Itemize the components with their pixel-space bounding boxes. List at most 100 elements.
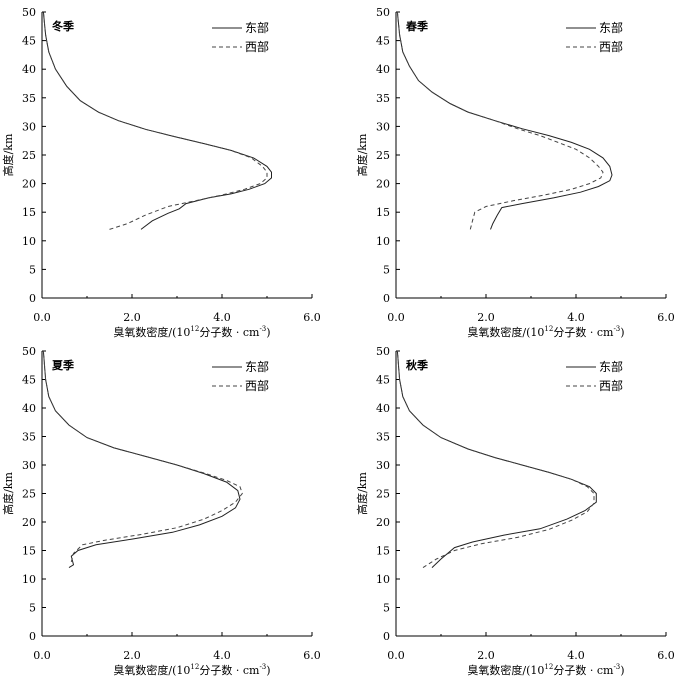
y-tick-label: 25 (376, 488, 390, 501)
x-axis-label-sup: 12 (190, 663, 199, 671)
y-tick-label: 30 (22, 120, 36, 133)
y-tick-label: 20 (376, 516, 390, 529)
x-axis-label-part: 分子数 · cm (553, 326, 614, 339)
x-tick-label: 4.0 (567, 311, 585, 324)
x-axis-label-part: 臭氧数密度/(10 (467, 325, 544, 339)
x-tick-label: 0.0 (33, 649, 51, 662)
y-tick-label: 25 (376, 149, 390, 162)
y-tick-label: 15 (22, 206, 36, 219)
x-axis-label-part: 分子数 · cm (553, 664, 614, 677)
x-axis-label-part: ) (620, 664, 624, 677)
y-tick-label: 35 (22, 92, 36, 105)
x-axis-label-sup: 12 (544, 325, 553, 333)
y-tick-label: 40 (376, 402, 390, 415)
x-tick-label: 2.0 (477, 311, 495, 324)
x-axis-label-sup: -3 (613, 663, 620, 671)
legend-label-2: 西部 (599, 378, 623, 393)
series-line-2 (396, 11, 604, 230)
y-tick-label: 30 (22, 459, 36, 472)
y-tick-label: 45 (22, 35, 36, 48)
y-tick-label: 10 (376, 573, 390, 586)
legend-label-1: 东部 (599, 20, 623, 35)
series-line-2 (42, 11, 268, 230)
chart-panel-3: 0 5 10 15 20 25 30 35 40 45 50 0.0 2.0 4.0 6.0 高度/km 臭氧数… (1, 345, 321, 677)
x-axis-label-sup: 12 (190, 325, 199, 333)
y-tick-label: 5 (29, 602, 36, 615)
x-axis-label-part: 分子数 · cm (199, 326, 260, 339)
y-tick-label: 0 (29, 630, 36, 643)
legend-label-1: 东部 (245, 359, 269, 374)
y-axis-label: 高度/km (355, 472, 369, 515)
x-axis-label-part: ) (620, 326, 624, 339)
y-tick-label: 45 (376, 35, 390, 48)
x-tick-label: 6.0 (657, 311, 675, 324)
y-tick-label: 40 (376, 63, 390, 76)
y-tick-label: 50 (22, 345, 36, 358)
series-line-2 (42, 350, 243, 563)
y-tick-label: 5 (383, 263, 390, 276)
y-tick-label: 15 (376, 545, 390, 558)
y-tick-label: 25 (22, 149, 36, 162)
y-tick-label: 0 (383, 630, 390, 643)
x-tick-label: 2.0 (123, 649, 141, 662)
chart-panel-2: 0 5 10 15 20 25 30 35 40 45 50 0.0 2.0 4.0 6.0 高度/km 臭氧数… (355, 6, 675, 339)
x-axis-label: 臭氧数密度/(1012分子数 · cm-3) (113, 325, 270, 339)
y-tick-label: 50 (376, 345, 390, 358)
series-line-1 (396, 11, 613, 230)
x-axis-label-sup: 12 (544, 663, 553, 671)
y-tick-label: 20 (22, 516, 36, 529)
series-line-2 (396, 350, 595, 569)
y-tick-label: 5 (383, 602, 390, 615)
legend-label-2: 西部 (599, 39, 623, 54)
panel-title: 夏季 (52, 358, 75, 372)
y-tick-label: 45 (376, 374, 390, 387)
x-tick-label: 0.0 (33, 311, 51, 324)
x-tick-label: 0.0 (387, 649, 405, 662)
y-tick-label: 50 (376, 6, 390, 19)
y-tick-label: 0 (383, 292, 390, 305)
y-tick-label: 15 (376, 206, 390, 219)
y-tick-label: 40 (22, 402, 36, 415)
x-axis-label-part: ) (266, 326, 270, 339)
legend-label-1: 东部 (245, 20, 269, 35)
x-tick-label: 6.0 (303, 649, 321, 662)
y-tick-label: 45 (22, 374, 36, 387)
panel-title: 冬季 (52, 19, 75, 33)
y-tick-label: 30 (376, 120, 390, 133)
y-axis-label: 高度/km (1, 133, 15, 176)
panel-title: 秋季 (406, 358, 429, 372)
y-tick-label: 20 (22, 178, 36, 191)
y-tick-label: 30 (376, 459, 390, 472)
y-tick-label: 40 (22, 63, 36, 76)
x-axis-label-sup: -3 (259, 325, 266, 333)
y-tick-label: 0 (29, 292, 36, 305)
x-tick-label: 4.0 (213, 649, 231, 662)
y-tick-label: 5 (29, 263, 36, 276)
y-tick-label: 10 (22, 235, 36, 248)
x-axis-label-part: ) (266, 664, 270, 677)
chart-panel-1: 0 5 10 15 20 25 30 35 40 45 50 0.0 2.0 4.0 6.0 高度/km 臭氧数… (1, 6, 321, 339)
x-axis-label: 臭氧数密度/(1012分子数 · cm-3) (467, 663, 624, 677)
x-tick-label: 6.0 (657, 649, 675, 662)
legend-label-2: 西部 (245, 39, 269, 54)
x-tick-label: 6.0 (303, 311, 321, 324)
legend-label-2: 西部 (245, 378, 269, 393)
x-axis-label-sup: -3 (259, 663, 266, 671)
y-tick-label: 35 (22, 431, 36, 444)
x-axis-label: 臭氧数密度/(1012分子数 · cm-3) (113, 663, 270, 677)
y-tick-label: 10 (376, 235, 390, 248)
series-line-1 (42, 350, 241, 569)
x-tick-label: 4.0 (213, 311, 231, 324)
y-tick-label: 35 (376, 92, 390, 105)
x-tick-label: 0.0 (387, 311, 405, 324)
x-axis-label-part: 臭氧数密度/(10 (467, 663, 544, 677)
y-tick-label: 25 (22, 488, 36, 501)
y-axis-label: 高度/km (1, 472, 15, 515)
x-axis-label-part: 臭氧数密度/(10 (113, 325, 190, 339)
panel-title: 春季 (406, 19, 429, 33)
y-tick-label: 20 (376, 178, 390, 191)
y-tick-label: 50 (22, 6, 36, 19)
series-line-1 (396, 350, 597, 568)
y-tick-label: 15 (22, 545, 36, 558)
x-tick-label: 2.0 (477, 649, 495, 662)
